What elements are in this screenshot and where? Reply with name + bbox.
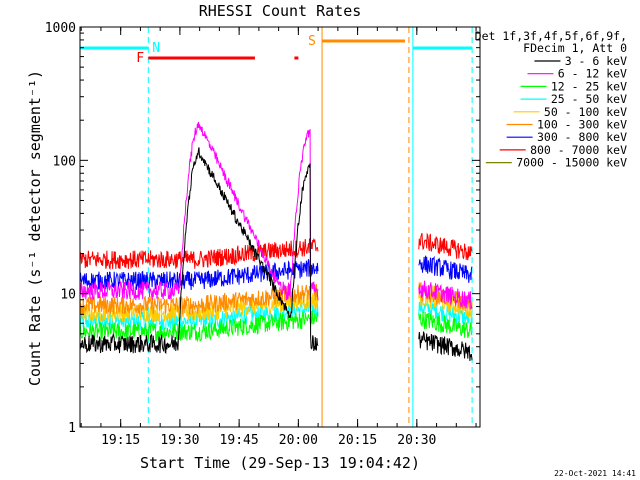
series-line-6-12-keV <box>80 121 473 309</box>
legend: Det 1f,3f,4f,5f,6f,9f, FDecim 1, Att 0 3… <box>475 29 627 170</box>
legend-header-line-2: FDecim 1, Att 0 <box>523 41 627 55</box>
x-tick-label: 19:30 <box>160 433 199 448</box>
plot-frame <box>79 26 481 428</box>
x-tick-label: 19:15 <box>101 433 140 448</box>
legend-entry-label: 7000 - 15000 keV <box>516 156 627 170</box>
status-bars: N S F <box>80 34 473 66</box>
x-tick-label: 19:45 <box>220 433 259 448</box>
legend-entry-label: 50 - 100 keV <box>544 105 627 119</box>
legend-entry-label: 6 - 12 keV <box>558 67 627 81</box>
saa-marker-label: S <box>308 34 316 49</box>
series-line-12-25-keV <box>80 310 473 343</box>
legend-entry-label: 3 - 6 keV <box>565 54 627 68</box>
vertical-markers <box>79 27 473 427</box>
series-line-800-7000-keV <box>80 232 473 271</box>
x-tick-label: 20:15 <box>338 433 377 448</box>
x-tick-label: 20:30 <box>397 433 436 448</box>
flare-marker-label: F <box>136 51 144 66</box>
x-tick-label: 20:00 <box>279 433 318 448</box>
chart-title: RHESSI Count Rates <box>199 2 362 20</box>
night-marker-label: N <box>152 41 160 56</box>
legend-entry-label: 300 - 800 keV <box>537 130 627 144</box>
series-line-300-800-keV <box>80 255 473 291</box>
series-lines <box>80 121 473 362</box>
x-axis-label: Start Time (29-Sep-13 19:04:42) <box>140 454 420 472</box>
y-axis-label: Count Rate (s⁻¹ detector segment⁻¹) <box>26 70 44 386</box>
footer-date: 22-Oct-2021 14:41 <box>554 469 636 478</box>
axes: 19:15 19:30 19:45 20:00 20:15 20:30 1 10 100 1000 <box>45 21 480 448</box>
series-line-3-6-keV <box>80 147 473 362</box>
y-tick-label: 1 <box>68 421 76 436</box>
legend-entry-label: 25 - 50 keV <box>551 92 627 106</box>
series-line-50-100-keV <box>80 289 473 323</box>
y-tick-label: 100 <box>53 154 76 169</box>
y-tick-label: 1000 <box>45 21 76 36</box>
legend-entry-label: 12 - 25 keV <box>551 79 627 93</box>
legend-entry-label: 800 - 7000 keV <box>530 143 627 157</box>
y-tick-label: 10 <box>60 288 76 303</box>
legend-header-line-1: Det 1f,3f,4f,5f,6f,9f, <box>475 29 627 43</box>
legend-entry-label: 100 - 300 keV <box>537 118 627 132</box>
